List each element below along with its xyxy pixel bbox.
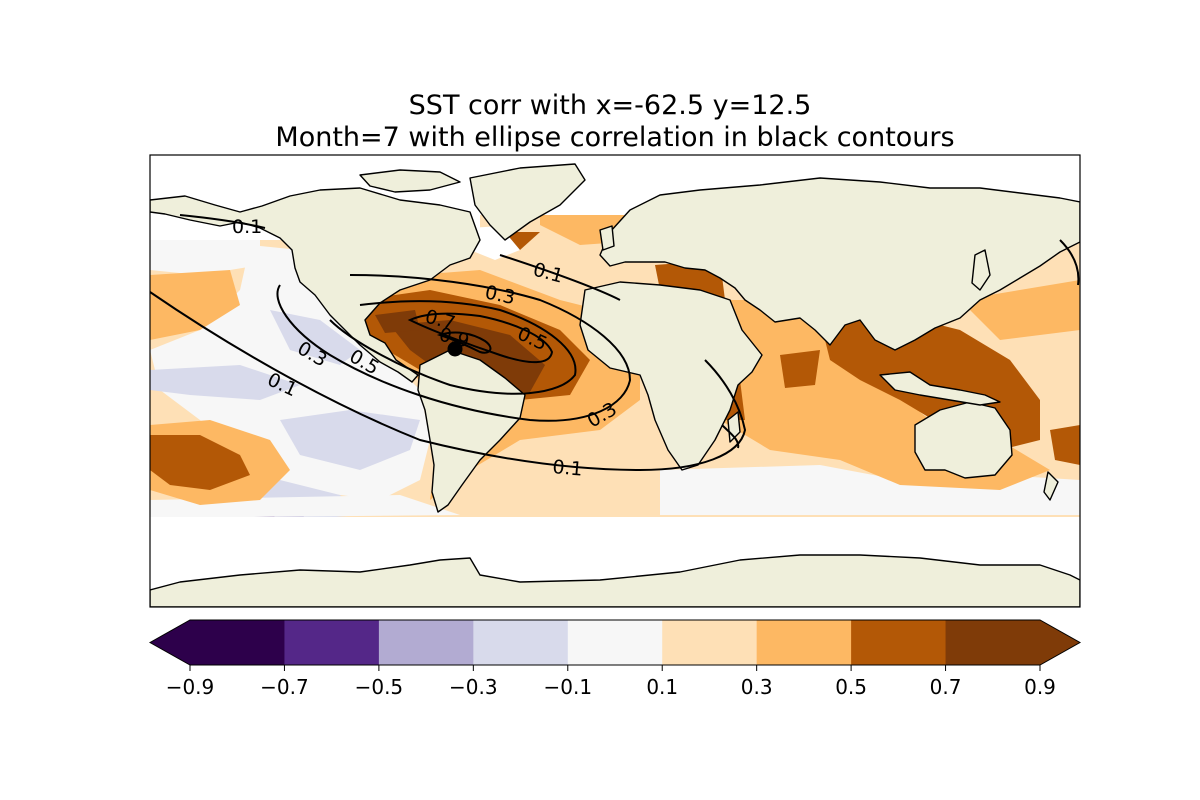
title-line-1: SST corr with x=-62.5 y=12.5 [409, 90, 812, 121]
map-frame [149, 154, 1081, 608]
reference-point-marker [447, 341, 463, 357]
contour-0.9 [436, 331, 492, 354]
field-north-pacific-neutral [150, 240, 260, 275]
colorbar-tick-label: 0.7 [930, 675, 962, 699]
land-new-zealand [1043, 471, 1059, 501]
contour-0.1-east [1059, 239, 1080, 286]
land-indonesia [879, 371, 1001, 406]
colorbar-tick-label: 0.5 [835, 675, 867, 699]
colorbar-tick-label: 0.1 [646, 675, 678, 699]
colorbar-tick-label: −0.7 [260, 675, 309, 699]
land-arctic-islands [359, 169, 461, 193]
land-greenland [469, 163, 586, 241]
contour-label: 0.1 [552, 456, 584, 481]
land-eurasia [599, 177, 1080, 351]
land-north-america [150, 187, 481, 383]
field-subtropical-pacific-orange [150, 270, 240, 340]
colorbar-segment [567, 620, 663, 665]
colorbar: −0.9 −0.7 −0.5 −0.3 −0.1 0.1 0.3 0.5 0.7 0.9 [148, 619, 1082, 699]
contour-0.1-atlantic [499, 254, 621, 301]
colorbar-extend-high [1040, 620, 1080, 665]
field-missing-hudson [470, 226, 520, 260]
colorbar-segment [662, 620, 758, 665]
colorbar-tick-label: −0.3 [449, 675, 498, 699]
land-japan [971, 249, 991, 291]
contour-0.7 [407, 312, 554, 364]
colorbar-tick-label: −0.9 [166, 675, 215, 699]
contour-label: 0.1 [232, 216, 262, 238]
contour-0.1-pacific [150, 291, 747, 472]
colorbar-segment [756, 620, 852, 665]
field-east-indian-dark [1050, 425, 1080, 465]
colorbar-tick-label: −0.1 [543, 675, 592, 699]
colorbar-segment [851, 620, 947, 665]
colorbar-extend-low [150, 620, 190, 665]
field-negative-patch-2 [150, 365, 300, 400]
land-australia [914, 401, 1013, 479]
colorbar-segment [284, 620, 380, 665]
contour-0.1-mozambique [721, 424, 740, 449]
contour-0.1-northwest [179, 214, 266, 229]
colorbar-tick-label: −0.5 [355, 675, 404, 699]
land-uk [599, 225, 615, 251]
colorbar-segment [473, 620, 569, 665]
land-south-america [417, 349, 526, 513]
colorbar-segment [190, 620, 285, 665]
colorbar-tick-label: 0.3 [741, 675, 773, 699]
land-masses [150, 163, 1080, 607]
land-antarctica [150, 554, 1080, 607]
field-south-pacific-dark [150, 435, 250, 490]
contour-0.5 [329, 300, 577, 395]
colorbar-segment [378, 620, 474, 665]
field-arabian-dark [780, 350, 820, 388]
colorbar-tick-label: 0.9 [1024, 675, 1056, 699]
field-core-gulf [375, 310, 420, 333]
land-africa [579, 281, 763, 471]
colorbar-segment [945, 620, 1041, 665]
title-line-2: Month=7 with ellipse correlation in blac… [275, 122, 954, 153]
map-panel: 0.1 0.1 0.1 0.1 0.3 0.3 0.3 0.5 0.5 0.7 … [150, 155, 1080, 607]
ellipse-contours [150, 214, 1080, 472]
contour-0.3 [276, 274, 632, 422]
